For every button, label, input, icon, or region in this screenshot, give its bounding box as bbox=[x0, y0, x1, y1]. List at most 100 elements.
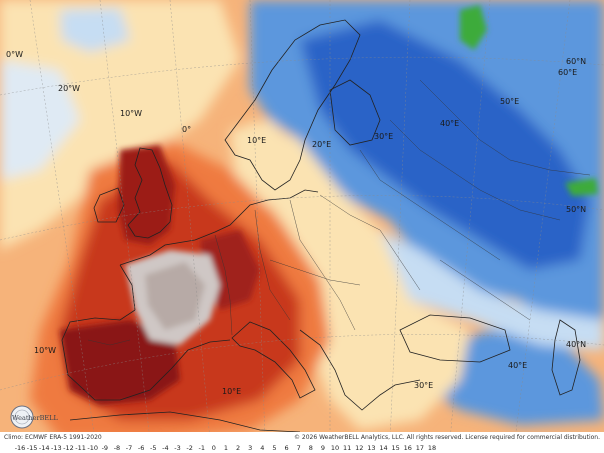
graticule-meridian-8 bbox=[514, 0, 571, 440]
coast-north-africa bbox=[69, 411, 301, 433]
coast-caspian bbox=[551, 319, 581, 396]
zone-slightly-cool-east-europe bbox=[360, 220, 604, 350]
border-7 bbox=[419, 79, 591, 176]
scale-tick: 16 bbox=[403, 444, 412, 452]
scale-tick: 14 bbox=[379, 444, 388, 452]
scale-tick: 12 bbox=[355, 444, 364, 452]
zone-near-normal-north bbox=[0, 0, 240, 250]
lon-label-40e-north: 40°E bbox=[440, 119, 459, 128]
border-8 bbox=[439, 259, 531, 321]
scale-tick: 18 bbox=[427, 444, 437, 452]
lon-label-20e: 20°E bbox=[312, 140, 331, 149]
scale-tick: -7 bbox=[125, 444, 133, 452]
border-10 bbox=[87, 339, 131, 346]
coast-balkans bbox=[299, 329, 421, 411]
coastlines bbox=[61, 19, 581, 433]
scale-tick: -5 bbox=[150, 444, 157, 452]
footer-bar bbox=[0, 432, 604, 442]
scale-tick: -8 bbox=[113, 444, 121, 452]
graticule-meridian-2 bbox=[99, 0, 151, 440]
border-1 bbox=[214, 234, 233, 336]
scale-tick: -11 bbox=[75, 444, 86, 452]
scale-tick: -9 bbox=[101, 444, 109, 452]
lon-label-10w-south: 10°W bbox=[34, 346, 56, 355]
scale-tick: -4 bbox=[162, 444, 169, 452]
scale-tick: 2 bbox=[236, 444, 241, 452]
border-2 bbox=[254, 209, 291, 321]
graticule-meridian-7 bbox=[449, 0, 491, 440]
zone-cool-northwest bbox=[0, 60, 80, 180]
scale-tick: -10 bbox=[87, 444, 99, 452]
scale-tick: 9 bbox=[320, 444, 326, 452]
scale-tick: -12 bbox=[63, 444, 74, 452]
coast-scandinavia bbox=[224, 19, 361, 191]
lon-label-0w: 0°W bbox=[6, 50, 23, 59]
lon-label-40e-south: 40°E bbox=[508, 361, 527, 370]
scale-tick: 8 bbox=[308, 444, 313, 452]
color-scale-labels: -16 -15 -14 -13 -12 -11 -10 -9 -8 -7 -6 -5 -4 -3 -2 -1 0… bbox=[0, 443, 604, 453]
border-3 bbox=[289, 199, 356, 331]
scale-tick: -6 bbox=[137, 444, 145, 452]
lon-label-60e: 60°E bbox=[558, 68, 577, 77]
zone-very-warm-iberia bbox=[60, 320, 180, 405]
zone-cool-top bbox=[60, 8, 130, 52]
lon-label-10e-south: 10°E bbox=[222, 387, 241, 396]
scale-tick: 5 bbox=[272, 444, 277, 452]
logo-globe-outer bbox=[10, 405, 34, 429]
coast-italy bbox=[231, 321, 316, 399]
border-5 bbox=[359, 149, 501, 261]
scale-tick: -14 bbox=[38, 444, 50, 452]
border-6 bbox=[389, 119, 561, 221]
scale-tick: -2 bbox=[186, 444, 193, 452]
border-9 bbox=[269, 259, 361, 286]
coast-west-europe bbox=[61, 189, 319, 401]
lon-label-30e-north: 30°E bbox=[374, 132, 393, 141]
climo-note: Climo: ECMWF ERA-5 1991-2020 bbox=[4, 434, 102, 441]
zone-extreme-cold-spot-1 bbox=[460, 5, 487, 50]
scale-tick: 4 bbox=[260, 444, 265, 452]
lon-label-20w: 20°W bbox=[58, 84, 80, 93]
scale-tick: -1 bbox=[198, 444, 205, 452]
graticule-parallel-60n bbox=[0, 56, 604, 96]
scale-tick: 10 bbox=[330, 444, 340, 452]
graticule-parallel-40n bbox=[0, 334, 604, 391]
lat-label-60n: 60°N bbox=[566, 57, 586, 66]
zone-extreme-france-core bbox=[145, 262, 205, 330]
logo-globe-inner bbox=[14, 409, 30, 425]
graticule bbox=[0, 0, 604, 440]
coast-ireland bbox=[93, 187, 125, 223]
scale-tick: 15 bbox=[391, 444, 400, 452]
scale-tick: -3 bbox=[174, 444, 181, 452]
border-4 bbox=[319, 194, 421, 291]
graticule-meridian-4 bbox=[249, 0, 266, 440]
copyright-note: © 2026 WeatherBELL Analytics, LLC. All r… bbox=[294, 434, 600, 441]
coast-black-sea bbox=[399, 314, 511, 363]
scale-tick: -13 bbox=[51, 444, 62, 452]
lon-label-10e-north: 10°E bbox=[247, 136, 266, 145]
scale-tick: 3 bbox=[248, 444, 253, 452]
borders bbox=[87, 79, 591, 346]
lon-label-30e-south: 30°E bbox=[414, 381, 433, 390]
scale-tick: 1 bbox=[223, 444, 229, 452]
zone-cool-anatolia bbox=[430, 330, 604, 425]
scale-tick: -15 bbox=[26, 444, 38, 452]
lat-label-40n: 40°N bbox=[566, 340, 586, 349]
scale-tick: 7 bbox=[296, 444, 301, 452]
zone-extreme-cold-spot-2 bbox=[565, 178, 598, 196]
weatherbell-logo: WeatherBELL bbox=[10, 405, 58, 429]
graticule-meridian-6 bbox=[389, 0, 411, 440]
scale-tick: 11 bbox=[343, 444, 352, 452]
anomaly-map: 0°W 20°W 10°W 0° 10°E 20°E 30°E 40°E 50°… bbox=[0, 0, 604, 440]
scale-tick: 0 bbox=[211, 444, 216, 452]
lon-label-10w-north: 10°W bbox=[120, 109, 142, 118]
lat-label-50n: 50°N bbox=[566, 205, 586, 214]
scale-tick: 13 bbox=[367, 444, 376, 452]
coast-great-britain bbox=[127, 147, 173, 239]
scale-tick: 17 bbox=[415, 444, 425, 452]
zone-cold-core bbox=[300, 20, 590, 270]
scale-tick: -16 bbox=[14, 444, 26, 452]
map-canvas: 0°W 20°W 10°W 0° 10°E 20°E 30°E 40°E 50°… bbox=[0, 0, 604, 440]
lon-label-50e: 50°E bbox=[500, 97, 519, 106]
graticule-parallel-50n bbox=[0, 195, 604, 241]
lon-label-0: 0° bbox=[182, 125, 191, 134]
